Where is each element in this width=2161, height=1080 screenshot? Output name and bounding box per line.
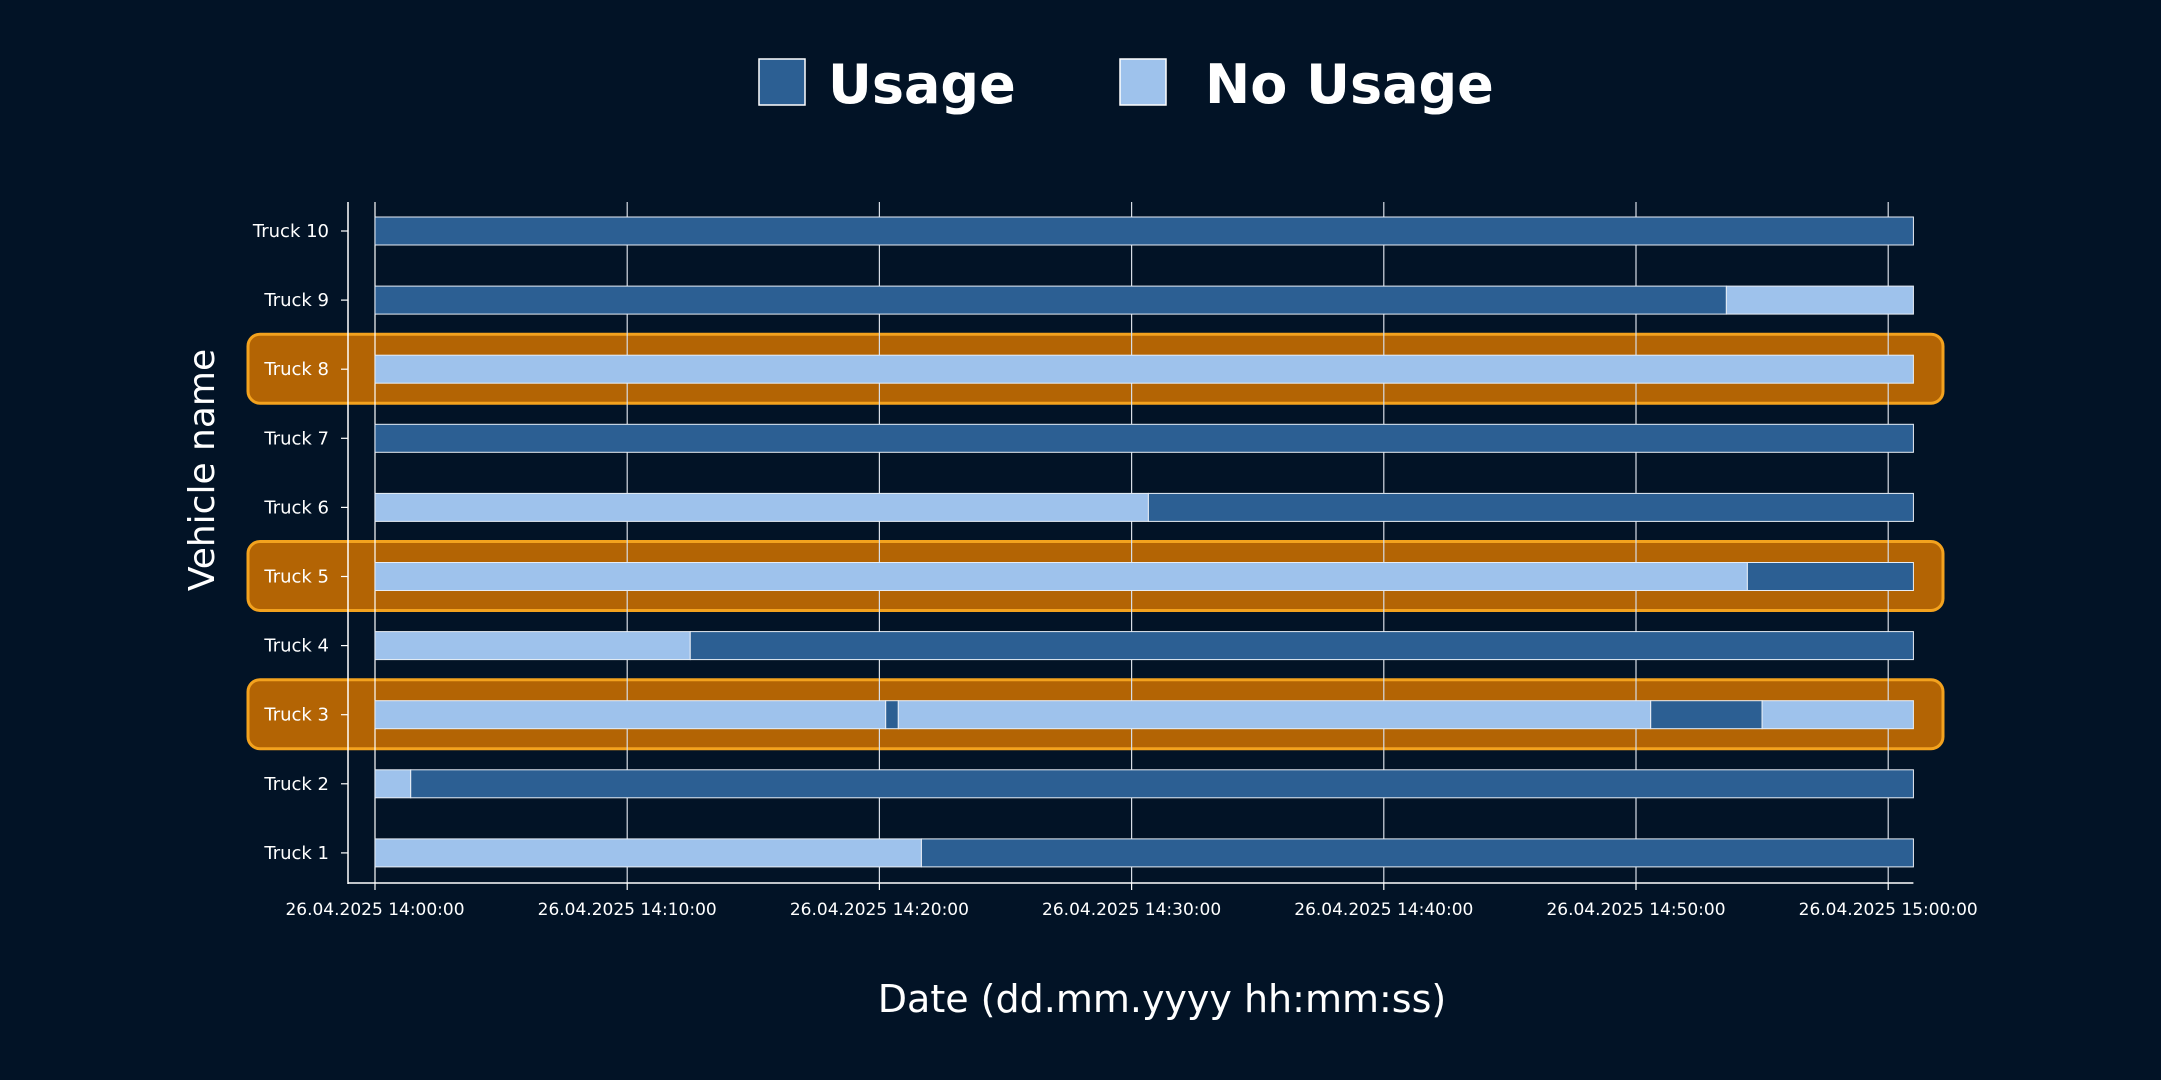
category-label: Truck 4 — [263, 636, 329, 657]
category-label: Truck 7 — [263, 428, 329, 449]
category-label: Truck 6 — [263, 497, 329, 518]
category-label: Truck 3 — [263, 705, 329, 726]
bar-segment-usage — [374, 216, 1914, 246]
legend: Usage No Usage — [758, 53, 1494, 116]
bar-segment-no-usage — [374, 700, 887, 730]
bar-segment-usage — [410, 769, 1914, 799]
bar-segment-no-usage — [374, 631, 691, 661]
legend-label-usage: Usage — [828, 53, 1016, 116]
bar-segment-usage — [1147, 492, 1914, 522]
category-label: Truck 8 — [263, 359, 329, 380]
category-label: Truck 9 — [263, 290, 329, 311]
bar-segment-usage — [689, 631, 1914, 661]
category-label: Truck 2 — [263, 774, 329, 795]
bar-segment-usage — [374, 285, 1727, 315]
bars — [374, 216, 1914, 868]
x-tick-label: 26.04.2025 14:50:00 — [1546, 900, 1725, 920]
bar-segment-no-usage — [374, 562, 1748, 591]
bar-segment-no-usage — [374, 492, 1149, 522]
bar-segment-no-usage — [897, 700, 1652, 730]
x-tick-label: 26.04.2025 14:20:00 — [790, 900, 969, 920]
bar-segment-usage — [1650, 700, 1763, 730]
x-axis-label: Date (dd.mm.yyyy hh:mm:ss) — [878, 977, 1446, 1021]
x-tick-label: 26.04.2025 14:30:00 — [1042, 900, 1221, 920]
legend-label-no_usage: No Usage — [1205, 53, 1494, 116]
highlight-bands — [246, 332, 1945, 751]
bar-segment-no-usage — [1725, 285, 1914, 315]
category-label: Truck 10 — [252, 221, 329, 242]
y-category-labels: Truck 10 Truck 9 Truck 8 Truck 7 Truck 6 Truc… — [252, 221, 329, 864]
bar-segment-no-usage — [374, 838, 922, 868]
bar-segment-no-usage — [1761, 700, 1914, 730]
legend-swatch-usage — [758, 58, 806, 106]
category-label: Truck 1 — [263, 843, 329, 864]
bar-segment-usage — [1746, 562, 1914, 591]
x-tick-label: 26.04.2025 14:10:00 — [538, 900, 717, 920]
x-tick-label: 26.04.2025 14:00:00 — [285, 900, 464, 920]
bar-segment-no-usage — [374, 354, 1914, 384]
x-tick-label: 26.04.2025 15:00:00 — [1799, 900, 1978, 920]
category-label: Truck 5 — [263, 567, 329, 588]
y-axis-label: Vehicle name — [182, 349, 223, 591]
bar-segment-usage — [885, 700, 899, 730]
bar-segment-usage — [374, 423, 1914, 453]
x-tick-labels: 26.04.2025 14:00:00 26.04.2025 14:10:00 26… — [285, 900, 1977, 920]
x-tick-label: 26.04.2025 14:40:00 — [1294, 900, 1473, 920]
bar-segment-usage — [920, 838, 1914, 868]
bar-segment-no-usage — [374, 769, 412, 799]
legend-swatch-no_usage — [1119, 58, 1167, 106]
